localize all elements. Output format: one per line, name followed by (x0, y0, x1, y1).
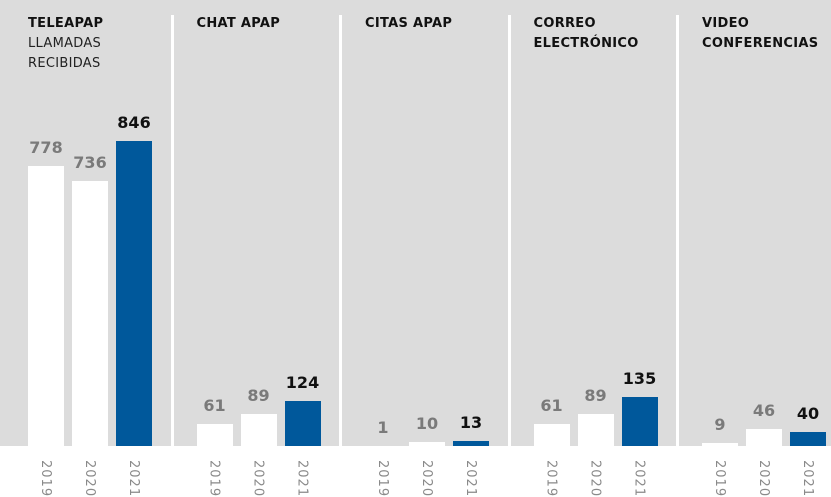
value-label: 778 (29, 137, 63, 157)
bar (409, 442, 445, 446)
bar (533, 424, 570, 446)
panel-title: CHAT APAP (196, 16, 281, 31)
bar (702, 442, 738, 446)
bar (621, 397, 658, 446)
category-label: 2021 (294, 460, 310, 497)
category-label: 2020 (419, 460, 434, 497)
value-label: 846 (117, 113, 151, 133)
value-label: 10 (415, 414, 439, 434)
value-label: 1 (377, 417, 389, 437)
divider (339, 15, 342, 446)
category-label: 2020 (587, 460, 603, 497)
divider (676, 15, 679, 446)
category-label: 2021 (463, 460, 478, 497)
value-label: 124 (285, 373, 320, 393)
panel: CORREO ELECTRÓNICO 61 2019 89 2020 135 2021 (506, 0, 674, 497)
value-label: 89 (584, 385, 607, 405)
panel-title: CITAS APAP (365, 16, 453, 31)
bar (28, 165, 64, 446)
value-label: 89 (247, 385, 270, 405)
value-label: 135 (622, 369, 657, 389)
panel-subtitle: LLAMADAS RECIBIDAS (28, 36, 102, 71)
category-label: 2020 (756, 460, 771, 497)
bar (790, 431, 826, 446)
category-label: 2020 (250, 460, 266, 497)
category-label: 2021 (126, 460, 141, 497)
value-label: 46 (752, 401, 776, 421)
bar (284, 401, 321, 446)
bar (196, 424, 233, 446)
bar (577, 413, 614, 446)
bar (116, 141, 152, 446)
panel-title: TELEAPAP (28, 16, 104, 31)
category-label: 2020 (82, 460, 97, 497)
bar (453, 441, 489, 446)
panel: TELEAPAP LLAMADAS RECIBIDAS 778 2019 736 2020… (0, 0, 168, 497)
divider (171, 15, 174, 446)
bar (240, 413, 277, 446)
bar (746, 429, 782, 446)
value-label: 40 (796, 403, 820, 423)
value-label: 736 (73, 153, 107, 173)
panel-title: VIDEO CONFERENCIAS (702, 16, 819, 51)
bar (72, 181, 108, 446)
category-label: 2019 (206, 460, 222, 497)
divider (508, 15, 511, 446)
category-label: 2019 (375, 460, 390, 497)
value-label: 61 (203, 396, 226, 416)
value-label: 9 (714, 414, 726, 434)
panel: CITAS APAP 1 2019 10 2020 13 2021 (337, 0, 505, 497)
panel: VIDEO CONFERENCIAS 9 2019 46 2020 40 2021 (674, 0, 831, 497)
value-label: 61 (540, 396, 563, 416)
category-label: 2021 (800, 460, 815, 497)
panel: CHAT APAP 61 2019 89 2020 124 2021 (169, 0, 337, 497)
category-label: 2019 (712, 460, 727, 497)
panel-title: CORREO ELECTRÓNICO (533, 16, 639, 51)
value-label: 13 (459, 413, 483, 433)
category-label: 2019 (543, 460, 559, 497)
category-label: 2019 (38, 460, 53, 497)
category-label: 2021 (631, 460, 647, 497)
